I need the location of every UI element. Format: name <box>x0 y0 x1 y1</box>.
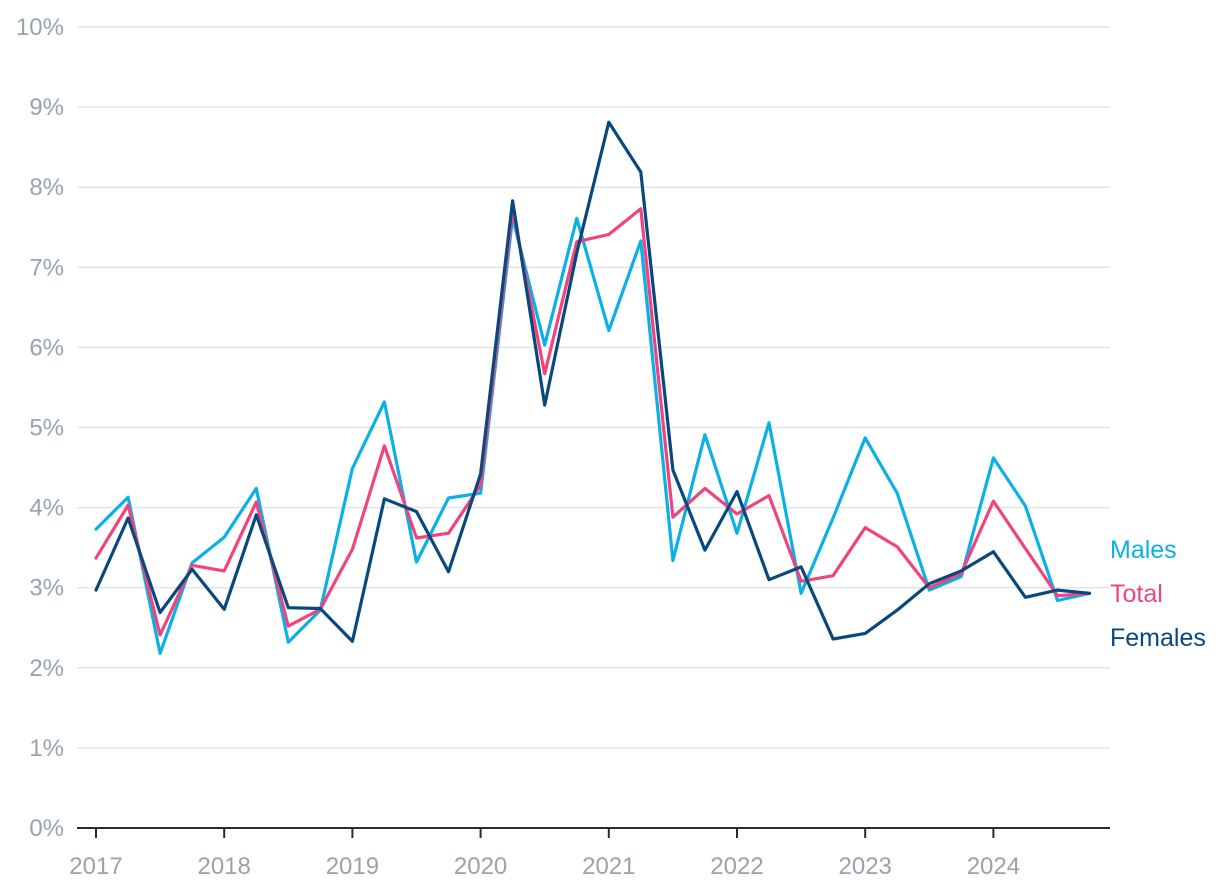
series-lines <box>94 120 1092 656</box>
x-tick-label: 2019 <box>326 853 379 880</box>
y-tick-label: 2% <box>29 655 64 682</box>
gridlines <box>77 26 1110 749</box>
legend-label-males: Males <box>1110 536 1177 564</box>
x-tick-label: 2020 <box>454 853 507 880</box>
x-tick-label: 2017 <box>69 853 122 880</box>
legend-label-total: Total <box>1110 580 1163 608</box>
y-tick-label: 9% <box>29 94 64 121</box>
y-tick-label: 7% <box>29 254 64 281</box>
x-tick-label: 2022 <box>710 853 763 880</box>
y-tick-label: 8% <box>29 174 64 201</box>
series-line-females <box>94 120 1092 644</box>
x-tick-label: 2018 <box>198 853 251 880</box>
y-tick-label: 5% <box>29 415 64 442</box>
y-tick-label: 4% <box>29 495 64 522</box>
series-line-males <box>94 216 1092 656</box>
y-tick-label: 0% <box>29 815 64 842</box>
series-line-total <box>94 207 1092 637</box>
x-tick-label: 2021 <box>582 853 635 880</box>
y-tick-label: 1% <box>29 735 64 762</box>
x-axis: 2017 2018 2019 2020 2021 2022 2023 2024 <box>69 828 1020 880</box>
legend: Males Total Females <box>1110 536 1206 652</box>
y-tick-label: 6% <box>29 334 64 361</box>
y-tick-label: 3% <box>29 575 64 602</box>
legend-label-females: Females <box>1110 624 1206 652</box>
x-tick-label: 2024 <box>967 853 1020 880</box>
y-axis: 0% 1% 2% 3% 4% 5% 6% 7% 8% 9% 10% <box>16 14 64 842</box>
x-tick-label: 2023 <box>839 853 892 880</box>
y-tick-label: 10% <box>16 14 64 41</box>
